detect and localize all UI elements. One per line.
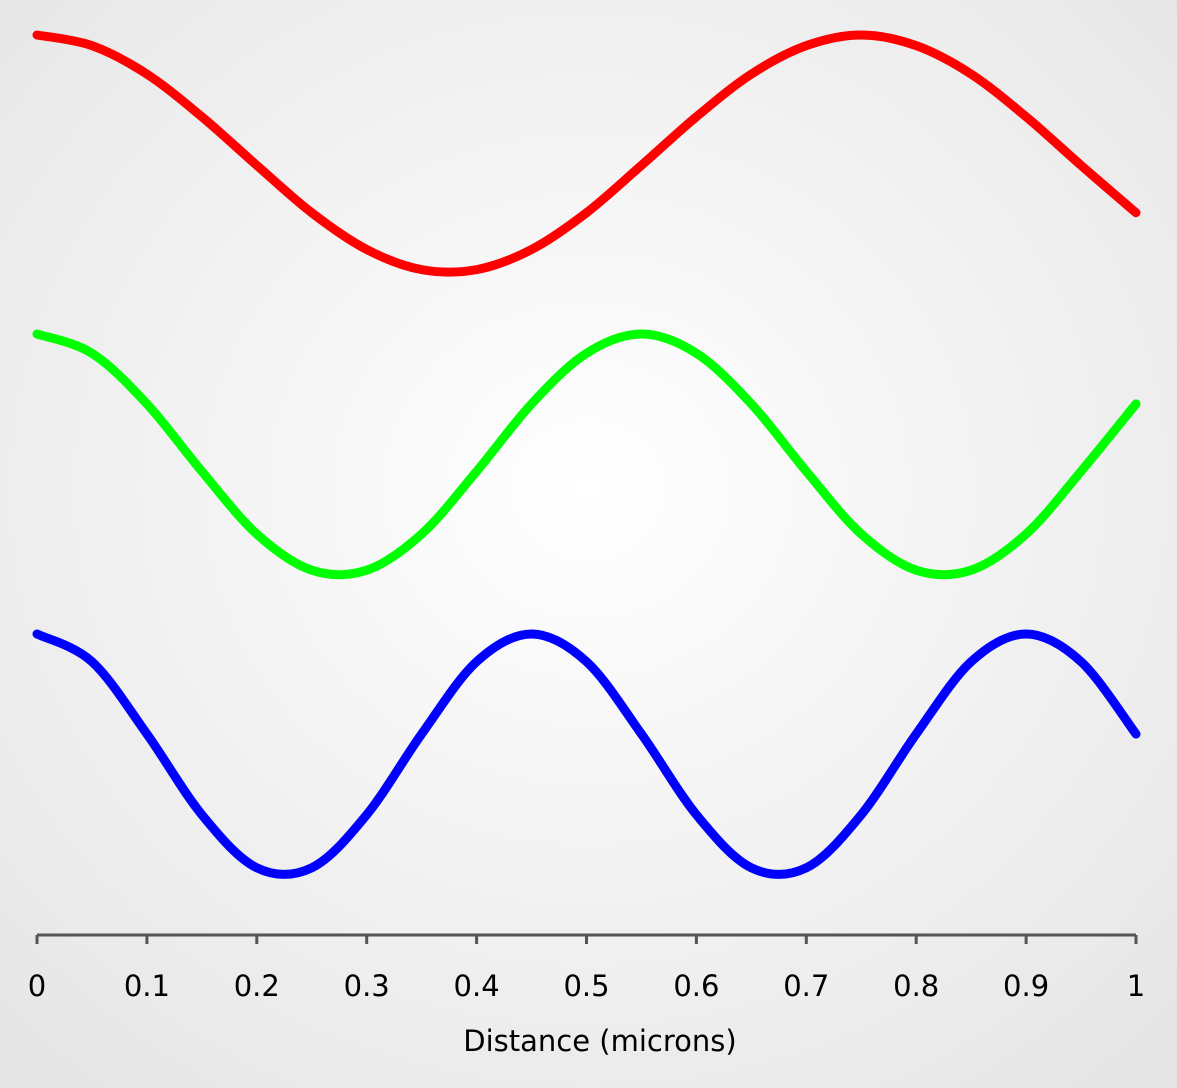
x-tick-label: 0.6 — [673, 969, 719, 1003]
wave-line — [32, 329, 1141, 580]
x-tick-label: 0 — [28, 969, 46, 1003]
x-tick-label: 0.7 — [783, 969, 829, 1003]
x-tick-label: 1 — [1127, 969, 1145, 1003]
x-tick-label: 0.4 — [454, 969, 500, 1003]
x-tick-label: 0.2 — [234, 969, 280, 1003]
x-tick-label: 0.5 — [563, 969, 609, 1003]
x-tick-label: 0.3 — [344, 969, 390, 1003]
x-tick-label: 0.8 — [893, 969, 939, 1003]
wave-line — [32, 629, 1141, 879]
x-tick-label: 0.9 — [1003, 969, 1049, 1003]
wave-line — [32, 30, 1141, 277]
x-tick-label: 0.1 — [124, 969, 170, 1003]
x-axis-label: Distance (microns) — [463, 1024, 736, 1058]
